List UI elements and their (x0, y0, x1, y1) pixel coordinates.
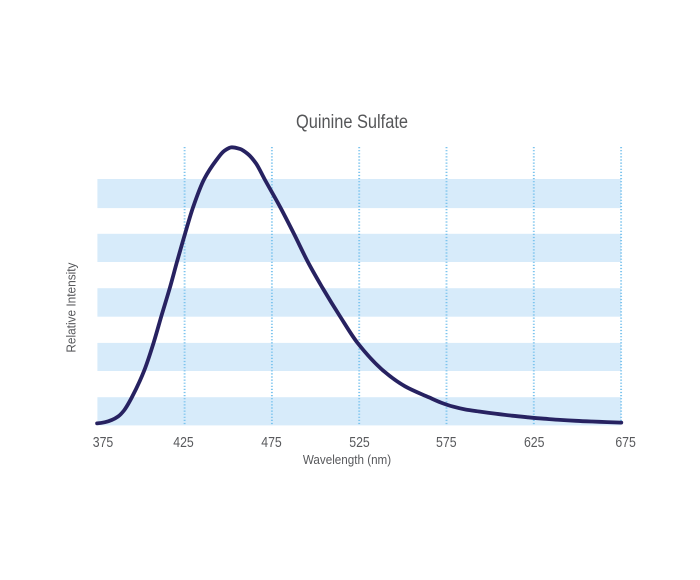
svg-text:425: 425 (173, 435, 194, 451)
svg-text:525: 525 (349, 435, 370, 451)
svg-text:375: 375 (93, 435, 114, 451)
svg-text:575: 575 (436, 435, 457, 451)
svg-text:Quinine Sulfate: Quinine Sulfate (296, 111, 408, 133)
svg-text:625: 625 (524, 435, 545, 451)
svg-text:475: 475 (261, 435, 282, 451)
svg-text:675: 675 (615, 435, 636, 451)
svg-text:Wavelength (nm): Wavelength (nm) (303, 453, 391, 467)
svg-text:Relative Intensity: Relative Intensity (65, 262, 79, 353)
